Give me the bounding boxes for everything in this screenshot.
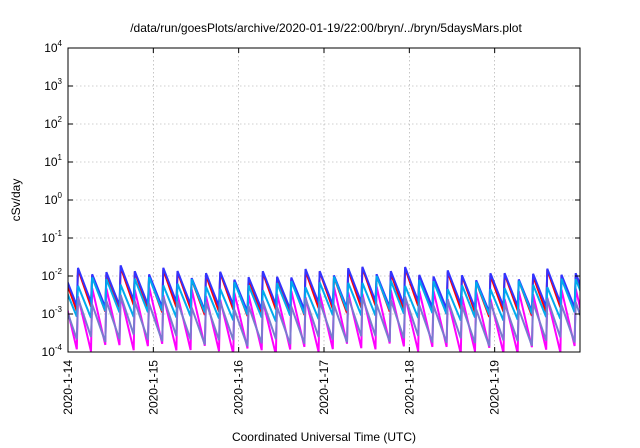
series-line xyxy=(68,275,580,322)
x-tick-label: 2020-1-18 xyxy=(402,360,416,415)
y-tick-label: 104 xyxy=(44,39,62,55)
series-line xyxy=(68,294,580,347)
y-tick-label: 10-3 xyxy=(42,305,63,321)
x-axis-label: Coordinated Universal Time (UTC) xyxy=(232,430,416,444)
x-tick-label: 2020-1-16 xyxy=(232,360,246,415)
y-axis: 10-4 10-3 10-2 10-1 100 101 102 103 104 xyxy=(42,39,580,359)
x-tick-label: 2020-1-14 xyxy=(61,360,75,415)
y-tick-label: 101 xyxy=(44,153,62,169)
y-tick-label: 102 xyxy=(44,115,62,131)
chart-title: /data/run/goesPlots/archive/2020-01-19/2… xyxy=(130,21,522,35)
y-tick-label: 10-1 xyxy=(42,229,63,245)
x-tick-label: 2020-1-17 xyxy=(317,360,331,415)
x-tick-label: 2020-1-19 xyxy=(488,360,502,415)
x-tick-label: 2020-1-15 xyxy=(146,360,160,415)
plot-area xyxy=(68,265,580,352)
y-tick-label: 10-4 xyxy=(42,343,63,359)
y-axis-label: cSv/day xyxy=(9,179,23,222)
y-tick-label: 10-2 xyxy=(42,267,63,283)
y-tick-label: 103 xyxy=(44,77,62,93)
y-tick-label: 100 xyxy=(44,191,62,207)
x-axis: 2020-1-14 2020-1-15 2020-1-16 2020-1-17 2020… xyxy=(61,48,502,415)
